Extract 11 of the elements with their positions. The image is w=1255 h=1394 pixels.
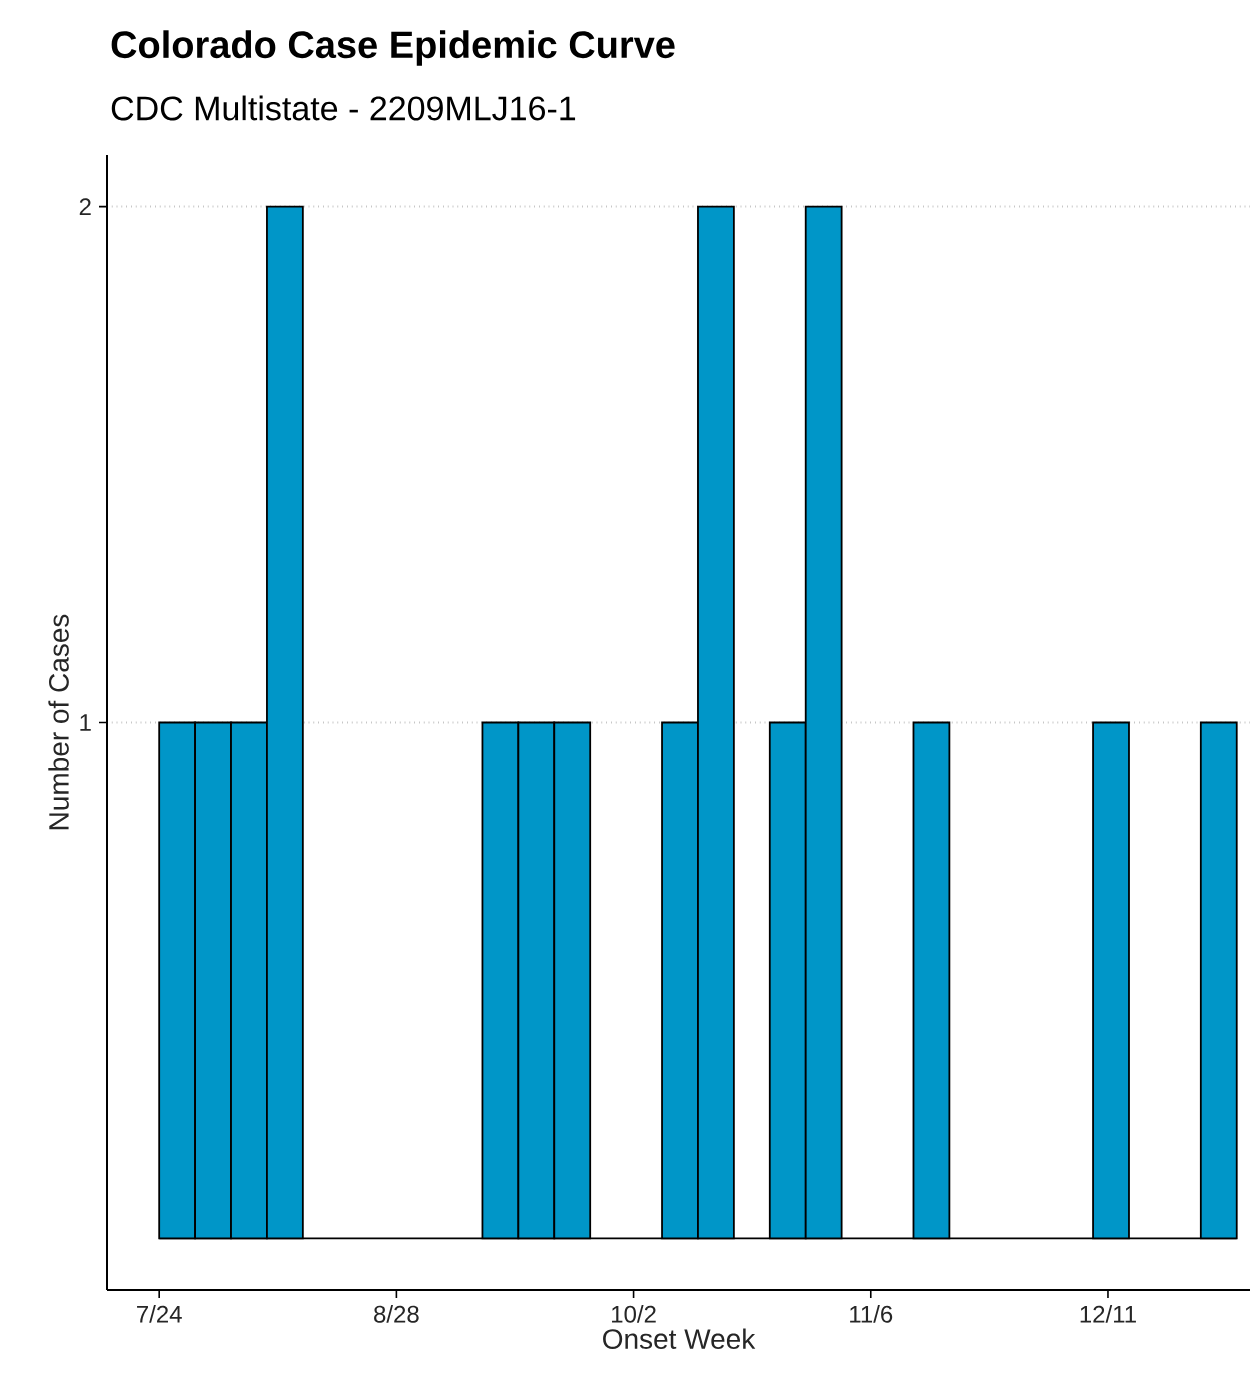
y-axis-title: Number of Cases [48, 614, 69, 830]
y-tick-label: 2 [79, 198, 91, 215]
chart-subtitle: CDC Multistate - 2209MLJ16-1 [111, 95, 576, 121]
x-tick-label: 8/28 [374, 1305, 419, 1323]
x-tick-label: 11/6 [850, 1305, 893, 1323]
x-tick-label: 7/24 [137, 1305, 182, 1323]
chart-title: Colorado Case Epidemic Curve [111, 30, 675, 66]
y-tick-label: 1 [80, 714, 91, 731]
x-tick-label: 10/2 [612, 1305, 656, 1323]
x-tick-label: 12/11 [1080, 1305, 1136, 1323]
x-axis-title: Onset Week [603, 1328, 756, 1349]
